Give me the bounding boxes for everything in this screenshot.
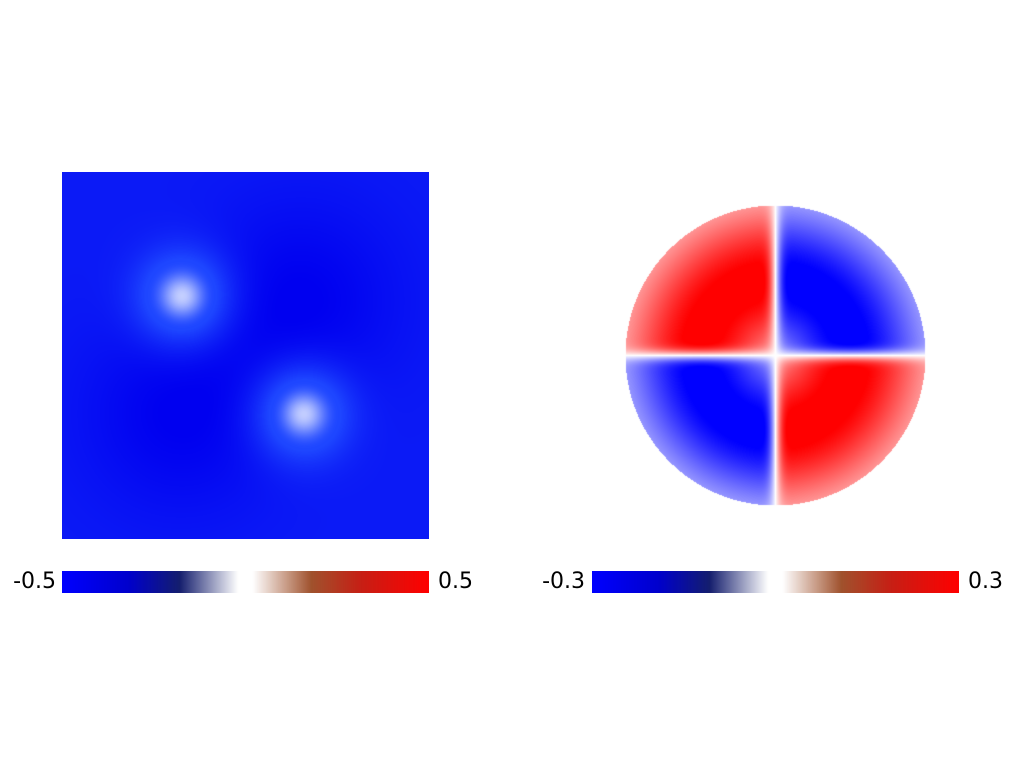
colorbar-left-max-label: 0.5 (438, 569, 473, 594)
colorbar-left-gradient (62, 571, 429, 593)
heatmap-left-field (62, 172, 429, 539)
heatmap-left (62, 172, 429, 539)
colorbar-right-max-label: 0.3 (968, 569, 1003, 594)
colorbar-left (62, 571, 429, 593)
heatmap-right (592, 172, 959, 539)
colorbar-right-min-label: -0.3 (542, 569, 585, 594)
colorbar-right-gradient (592, 571, 959, 593)
heatmap-right-field (592, 172, 959, 539)
colorbar-left-min-label: -0.5 (13, 569, 56, 594)
colorbar-right (592, 571, 959, 593)
